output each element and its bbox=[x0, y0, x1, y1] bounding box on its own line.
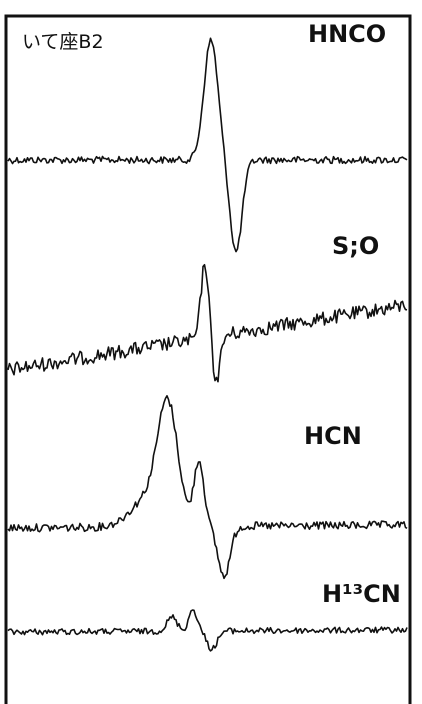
frame bbox=[4, 14, 412, 704]
traces bbox=[7, 37, 408, 652]
spectrum-label: S;O bbox=[332, 232, 379, 260]
spectrum-label: HCN bbox=[304, 422, 362, 450]
spectrum-trace bbox=[7, 263, 408, 383]
spectrum-trace bbox=[7, 609, 408, 652]
spectrum-trace bbox=[7, 37, 408, 253]
source-label: いて座B2 bbox=[22, 31, 104, 53]
spectrum-label: H¹³CN bbox=[322, 580, 401, 608]
spectrum-trace bbox=[7, 395, 408, 580]
spectrum-label: HNCO bbox=[308, 20, 386, 48]
